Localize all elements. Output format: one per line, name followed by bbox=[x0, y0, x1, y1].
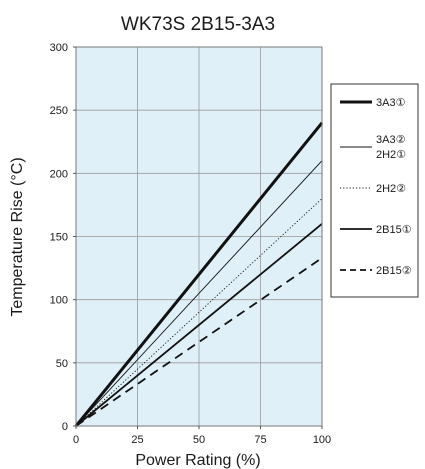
legend-box bbox=[330, 83, 419, 298]
series-lines bbox=[74, 121, 324, 427]
y-tick-label: 150 bbox=[50, 232, 68, 244]
series-line-3 bbox=[75, 198, 323, 427]
y-tick-label: 50 bbox=[56, 358, 68, 370]
legend-label-3: 2H2② bbox=[376, 183, 406, 195]
y-axis-ticks: 0 50 100 150 200 250 300 bbox=[50, 42, 76, 433]
series-line-5 bbox=[75, 257, 323, 427]
y-tick-label: 0 bbox=[62, 421, 68, 433]
x-tick-label: 50 bbox=[193, 434, 205, 446]
y-axis-label: Temperature Rise (°C) bbox=[9, 157, 26, 316]
y-tick-label: 250 bbox=[50, 105, 68, 117]
legend: 3A3① 3A3② 2H2① 2H2② 2B15① 2B15② bbox=[330, 83, 419, 298]
y-tick-label: 200 bbox=[50, 168, 68, 180]
chart-title: WK73S 2B15-3A3 bbox=[121, 14, 275, 35]
x-tick-label: 25 bbox=[131, 434, 143, 446]
legend-label-2-line2: 2H2① bbox=[376, 149, 406, 161]
x-axis-ticks: 0 25 50 75 100 bbox=[73, 426, 331, 446]
series-line-4 bbox=[75, 223, 323, 427]
x-tick-label: 0 bbox=[73, 434, 79, 446]
x-tick-label: 100 bbox=[313, 434, 331, 446]
legend-label-4: 2B15① bbox=[376, 224, 412, 236]
legend-label-5: 2B15② bbox=[376, 265, 412, 277]
series-line-2 bbox=[75, 160, 323, 427]
series-line-1 bbox=[74, 121, 324, 427]
y-tick-label: 300 bbox=[50, 42, 68, 54]
legend-label-1: 3A3① bbox=[376, 97, 406, 109]
x-axis-label: Power Rating (%) bbox=[135, 452, 260, 469]
legend-label-2: 3A3② bbox=[376, 134, 406, 146]
y-tick-label: 100 bbox=[50, 295, 68, 307]
x-tick-label: 75 bbox=[254, 434, 266, 446]
